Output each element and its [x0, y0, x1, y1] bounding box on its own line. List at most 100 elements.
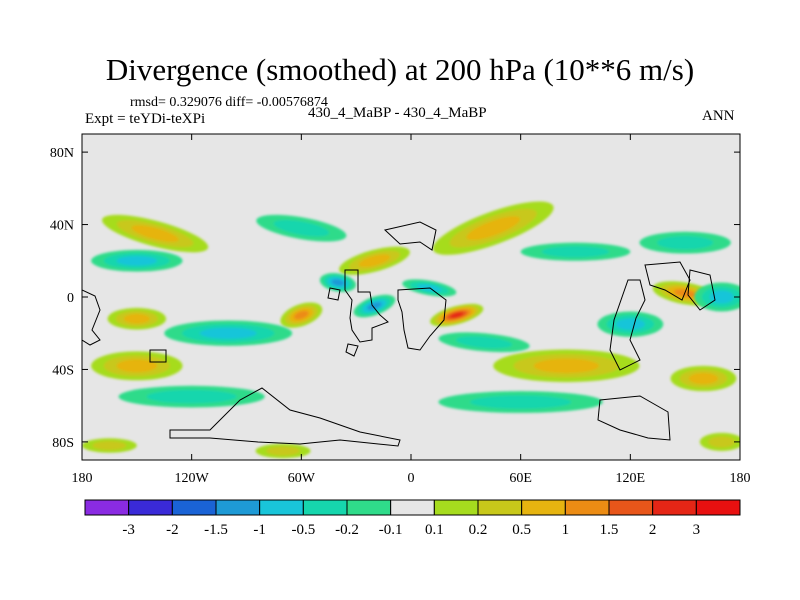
field-contour-10-3	[367, 302, 382, 311]
divergence-field	[82, 201, 740, 459]
field-contour-9-2	[358, 254, 391, 268]
field-blob-14	[597, 311, 664, 337]
field-contour-13-2	[199, 327, 257, 339]
field-blob-7	[91, 351, 183, 381]
field-contour-0-5	[450, 312, 464, 318]
coastline-maritime	[609, 279, 646, 371]
coastline-antarctica	[169, 387, 401, 447]
map-background	[82, 134, 740, 460]
colorbar-box-13	[652, 499, 697, 516]
field-contour-19-1	[541, 246, 610, 258]
field-blob-23	[82, 438, 137, 453]
field-contour-22-1	[470, 395, 572, 409]
chart-title: Divergence (smoothed) at 200 hPa (10**6 …	[105, 52, 695, 87]
x-tick-label-4: 60E	[509, 471, 532, 486]
field-blob-19	[520, 242, 631, 261]
coastline-asia	[383, 221, 437, 251]
field-blob-20	[438, 332, 530, 353]
field-blob-25	[699, 432, 740, 451]
coastline-panama	[327, 287, 341, 301]
colorbar-label-13: 3	[693, 522, 701, 538]
field-contour-6-2	[131, 225, 179, 242]
rmsd-label: rmsd= 0.329076 diff= -0.00576874	[130, 95, 328, 110]
colorbar-label-3: -1	[253, 522, 266, 538]
x-tick-label-6: 180	[730, 471, 751, 486]
colorbar-label-4: -0.5	[291, 522, 315, 538]
x-tick-label-1: 120W	[175, 471, 210, 486]
field-blob-10	[353, 294, 396, 318]
field-blob-13	[164, 320, 293, 346]
colorbar-box-4	[259, 499, 304, 516]
colorbar-label-10: 1	[562, 522, 570, 538]
colorbar-box-12	[608, 499, 654, 516]
colorbar: -3 -2 -1.5 -1 -0.5 -0.2 -0.1 0.1 0.2 0.5 1 1.5 2 3	[84, 499, 741, 538]
y-axis: 80N 40N 0 40S 80S	[50, 146, 740, 451]
colorbar-box-7	[390, 499, 435, 516]
coastline-americas-west	[82, 289, 101, 346]
x-tick-label-3: 0	[408, 471, 415, 486]
coastline-indonesia	[644, 261, 691, 301]
field-contour-20-1	[456, 336, 513, 349]
field-blob-3	[493, 349, 640, 383]
field-contour-15-2	[709, 290, 734, 304]
field-contour-5-2	[466, 216, 521, 241]
colorbar-label-11: 1.5	[600, 522, 619, 538]
season-label: ANN	[702, 108, 735, 124]
y-tick-label-2: 0	[67, 291, 74, 306]
colorbar-label-8: 0.2	[469, 522, 488, 538]
colorbar-box-11	[564, 499, 610, 516]
field-blob-2	[107, 307, 167, 330]
colorbar-box-5	[302, 499, 348, 516]
field-blob-0	[430, 303, 484, 327]
field-blob-1	[280, 302, 323, 328]
field-blob-9	[339, 246, 410, 275]
y-tick-label-1: 40N	[50, 219, 74, 234]
field-contour-11-3	[331, 279, 345, 286]
field-contour-23-1	[92, 441, 127, 450]
field-blob-5	[432, 201, 554, 255]
colorbar-label-1: -2	[166, 522, 179, 538]
field-contour-1-3	[294, 310, 309, 320]
field-blob-22	[438, 391, 603, 413]
colorbar-box-9	[477, 499, 523, 516]
colorbar-box-10	[521, 499, 566, 516]
field-contour-2-2	[123, 313, 150, 324]
colorbar-box-14	[695, 499, 741, 516]
colorbar-box-0	[84, 499, 130, 516]
y-tick-label-4: 80S	[52, 436, 74, 451]
field-contour-17-1	[657, 235, 714, 250]
coastline-south-america	[344, 269, 389, 343]
colorbar-label-0: -3	[122, 522, 135, 538]
field-blob-17	[639, 231, 731, 254]
field-contour-8-2	[688, 372, 719, 385]
field-contour-21-1	[146, 389, 237, 404]
coastlines	[82, 221, 716, 447]
coastline-pacific-isles	[687, 269, 716, 311]
colorbar-label-7: 0.1	[425, 522, 444, 538]
colorbar-label-2: -1.5	[204, 522, 228, 538]
field-contour-16-2	[116, 255, 158, 266]
colorbar-box-6	[346, 499, 392, 516]
x-axis: 180 120W 60W 0 60E 120E 180	[72, 134, 751, 486]
field-contour-24-1	[266, 446, 300, 456]
field-contour-3-2	[533, 358, 599, 374]
field-blob-18	[256, 214, 347, 242]
case-label: 430_4_MaBP - 430_4_MaBP	[308, 105, 487, 121]
y-tick-label-0: 80N	[50, 146, 74, 161]
coastline-patagonia	[345, 343, 359, 357]
x-tick-label-0: 180	[72, 471, 93, 486]
x-tick-label-2: 60W	[288, 471, 316, 486]
field-blob-16	[91, 249, 183, 272]
colorbar-label-9: 0.5	[512, 522, 531, 538]
colorbar-label-5: -0.2	[335, 522, 359, 538]
colorbar-box-2	[171, 499, 217, 516]
field-blob-15	[694, 282, 740, 312]
field-contour-25-1	[708, 436, 736, 448]
colorbar-label-6: -0.1	[379, 522, 403, 538]
coastline-south-pacific	[149, 349, 167, 363]
experiment-label: Expt = teYDi-teXPi	[85, 111, 206, 127]
field-blob-6	[102, 214, 209, 253]
field-blob-21	[118, 385, 265, 408]
coastline-africa	[397, 287, 447, 351]
